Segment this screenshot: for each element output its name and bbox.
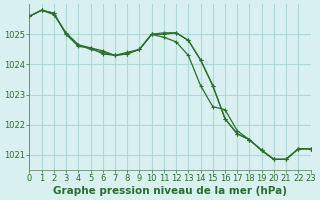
X-axis label: Graphe pression niveau de la mer (hPa): Graphe pression niveau de la mer (hPa) xyxy=(53,186,287,196)
